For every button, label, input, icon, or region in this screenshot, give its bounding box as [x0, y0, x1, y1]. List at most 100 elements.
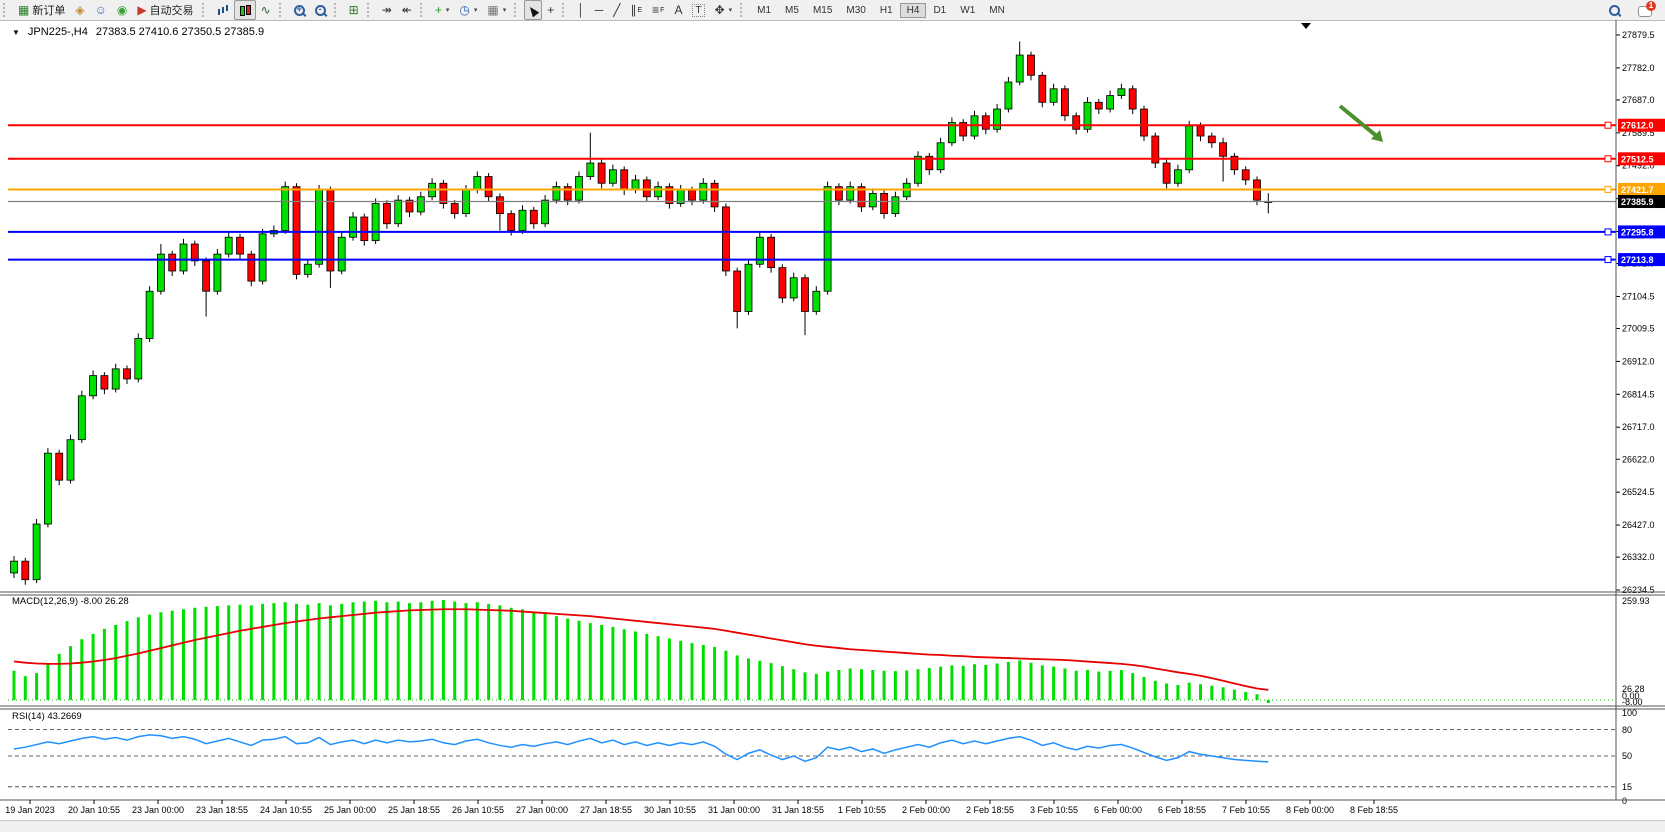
svg-text:25 Jan 00:00: 25 Jan 00:00 — [324, 805, 376, 815]
timeframe-m15-button[interactable]: M15 — [812, 4, 833, 16]
auto-scroll-button[interactable]: ↠ — [377, 0, 397, 20]
svg-text:26524.5: 26524.5 — [1622, 487, 1655, 497]
candlestick-chart-icon — [239, 4, 251, 16]
timeframe-h4-button[interactable]: H4 — [899, 2, 927, 18]
new-order-icon: ▦ — [18, 3, 30, 17]
toolbar-grip — [278, 3, 286, 17]
svg-text:27782.0: 27782.0 — [1622, 63, 1655, 73]
tile-windows-button[interactable]: ⊞ — [344, 0, 364, 20]
chart-menu-dropdown-icon[interactable]: ▼ — [12, 27, 20, 37]
zoom-out-icon — [314, 4, 326, 16]
svg-text:27213.8: 27213.8 — [1621, 255, 1654, 265]
arrows-button[interactable]: ✥ ▾ — [710, 0, 738, 20]
zoom-out-button[interactable] — [310, 0, 331, 20]
svg-text:27492.0: 27492.0 — [1622, 161, 1655, 171]
svg-text:26427.0: 26427.0 — [1622, 520, 1655, 530]
svg-text:26.28: 26.28 — [1622, 684, 1645, 694]
fibonacci-button[interactable]: ≡ F — [652, 3, 665, 17]
templates-icon: ▦ — [487, 3, 499, 17]
toolbar: ▦新订单◈☺◉▶自动交易∿⊞↠↞+▾◷▾▦▾+│─╱∥E≡FAT✥▾M1M5M1… — [0, 0, 1665, 21]
chart-shift-icon: ↞ — [401, 3, 412, 17]
level-handle[interactable] — [1604, 121, 1612, 129]
eraser-button[interactable]: ◈ — [70, 0, 89, 20]
zoom-in-icon — [293, 4, 305, 16]
toolbar-grip — [201, 3, 209, 17]
svg-text:27612.0: 27612.0 — [1621, 121, 1654, 131]
timeframe-m1-button[interactable]: M1 — [757, 4, 772, 16]
trend-line-button[interactable]: ╱ — [608, 0, 625, 20]
toolbar-grip — [333, 3, 341, 17]
templates-caret-icon[interactable]: ▾ — [502, 7, 507, 14]
indicators-caret-icon[interactable]: ▾ — [445, 7, 450, 14]
svg-text:27421.7: 27421.7 — [1621, 185, 1654, 195]
crosshair-button[interactable]: + — [542, 0, 559, 20]
timeframe-h1-button[interactable]: H1 — [879, 4, 893, 16]
svg-text:26332.0: 26332.0 — [1622, 552, 1655, 562]
svg-text:24 Jan 10:55: 24 Jan 10:55 — [260, 805, 312, 815]
svg-text:26814.5: 26814.5 — [1622, 389, 1655, 399]
svg-text:2 Feb 00:00: 2 Feb 00:00 — [902, 805, 950, 815]
svg-text:27009.5: 27009.5 — [1622, 324, 1655, 334]
zoom-in-button[interactable] — [289, 0, 310, 20]
time-axis: 19 Jan 2023 20 Jan 10:55 23 Jan 00:00 23 Ja… — [5, 800, 1398, 815]
svg-text:31 Jan 18:55: 31 Jan 18:55 — [772, 805, 824, 815]
rsi-label: RSI(14) 43.2669 — [12, 711, 82, 722]
indicators-button[interactable]: + ▾ — [430, 0, 455, 20]
new-order-button[interactable]: ▦ 新订单 — [13, 0, 70, 20]
cursor-button[interactable] — [524, 0, 543, 20]
svg-text:26 Jan 10:55: 26 Jan 10:55 — [452, 805, 504, 815]
level-handle[interactable] — [1604, 256, 1612, 264]
auto-scroll-icon: ↠ — [381, 3, 392, 17]
horizontal-line-icon: ─ — [594, 3, 604, 17]
svg-text:23 Jan 18:55: 23 Jan 18:55 — [196, 805, 248, 815]
text-label-button[interactable]: T — [687, 0, 709, 20]
text-button[interactable]: A — [669, 0, 687, 20]
periods-caret-icon[interactable]: ▾ — [473, 7, 478, 14]
svg-text:27 Jan 18:55: 27 Jan 18:55 — [580, 805, 632, 815]
bar-chart-button[interactable] — [212, 0, 234, 20]
svg-text:27 Jan 00:00: 27 Jan 00:00 — [516, 805, 568, 815]
arrows-caret-icon[interactable]: ▾ — [728, 7, 733, 14]
notifications-button[interactable]: 1 — [1633, 0, 1657, 20]
periods-button[interactable]: ◷ ▾ — [454, 0, 482, 20]
templates-button[interactable]: ▦ ▾ — [482, 0, 511, 20]
eraser-icon: ◈ — [75, 3, 85, 17]
timeframe-d1-button[interactable]: D1 — [933, 4, 947, 16]
svg-text:6 Feb 00:00: 6 Feb 00:00 — [1094, 805, 1142, 815]
chart-info-line: ▼ JPN225-,H4 27383.5 27410.6 27350.5 273… — [12, 26, 264, 38]
experts-icon: ☺ — [94, 3, 107, 17]
horizontal-line-button[interactable]: ─ — [590, 0, 609, 20]
svg-text:0: 0 — [1622, 796, 1627, 806]
timeframe-w1-button[interactable]: W1 — [960, 4, 976, 16]
timeframe-m5-button[interactable]: M5 — [785, 4, 799, 16]
notifications-icon: 1 — [1638, 0, 1656, 17]
line-chart-button[interactable]: ∿ — [256, 0, 276, 20]
svg-text:2 Feb 18:55: 2 Feb 18:55 — [966, 805, 1014, 815]
equidistant-channel-button[interactable]: ∥ E — [630, 3, 643, 17]
new-order-label: 新订单 — [32, 5, 66, 17]
vertical-line-button[interactable]: │ — [572, 0, 590, 20]
svg-text:26234.5: 26234.5 — [1622, 585, 1655, 595]
status-strip — [0, 820, 1665, 832]
svg-text:27295.8: 27295.8 — [1621, 227, 1654, 237]
level-handle[interactable] — [1604, 155, 1612, 163]
svg-text:1 Feb 10:55: 1 Feb 10:55 — [838, 805, 886, 815]
candlestick-chart-button[interactable] — [233, 0, 256, 20]
level-handle[interactable] — [1604, 185, 1612, 193]
signals-button[interactable]: ◉ — [112, 0, 132, 20]
annotation-arrow[interactable] — [1338, 104, 1383, 142]
autotrading-button[interactable]: ▶ 自动交易 — [132, 0, 198, 20]
price-chart[interactable]: 27879.527782.027687.027589.527492.027394… — [0, 20, 1665, 820]
svg-text:26717.0: 26717.0 — [1622, 422, 1655, 432]
timeframe-mn-button[interactable]: MN — [989, 4, 1005, 16]
search-button[interactable] — [1604, 0, 1625, 20]
timeframe-m30-button[interactable]: M30 — [846, 4, 866, 16]
line-chart-icon: ∿ — [260, 3, 271, 17]
svg-text:26622.0: 26622.0 — [1622, 454, 1655, 464]
chart-shift-button[interactable]: ↞ — [397, 0, 417, 20]
toolbar-grip — [562, 3, 569, 17]
experts-button[interactable]: ☺ — [90, 0, 112, 20]
level-handle[interactable] — [1604, 228, 1612, 236]
svg-text:8 Feb 00:00: 8 Feb 00:00 — [1286, 805, 1334, 815]
notification-badge: 1 — [1646, 0, 1656, 11]
